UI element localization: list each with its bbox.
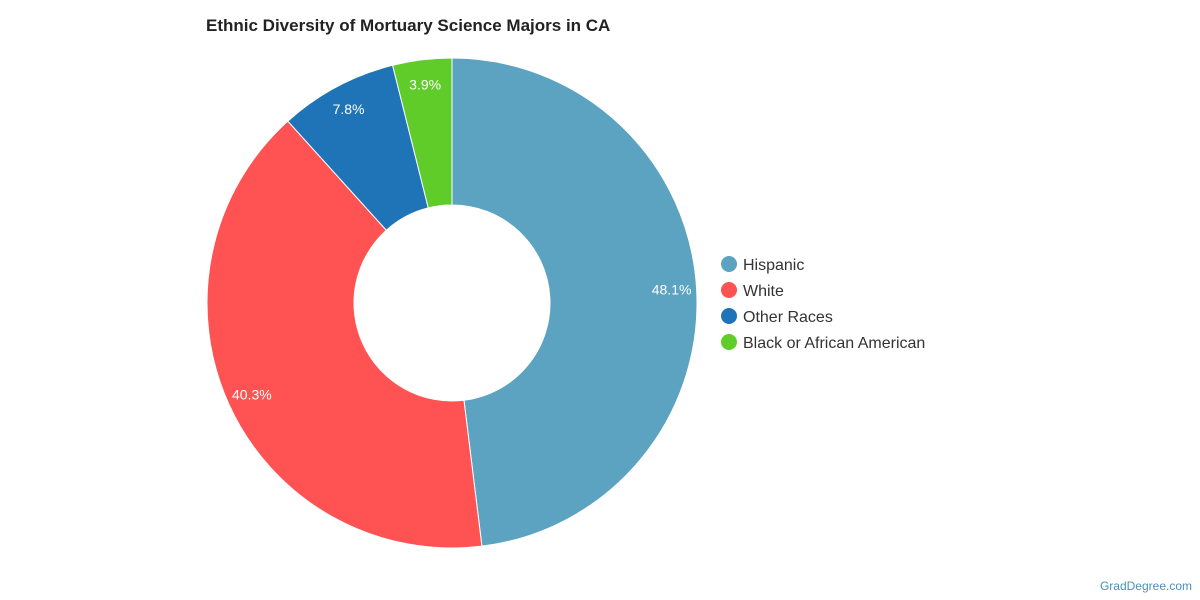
legend-label-white: White	[743, 283, 784, 300]
legend-marker-black-or-african-american	[721, 334, 737, 350]
credit-link[interactable]: GradDegree.com	[1099, 579, 1192, 593]
slice-hispanic[interactable]	[451, 57, 698, 547]
data-label-white: 40.3%	[232, 386, 272, 402]
data-label-hispanic: 48.1%	[652, 282, 692, 298]
legend-label-other-races: Other Races	[743, 309, 833, 326]
chart-title: Ethnic Diversity of Mortuary Science Maj…	[206, 16, 611, 35]
legend-label-hispanic: Hispanic	[743, 257, 804, 274]
data-label-other-races: 7.8%	[333, 101, 365, 117]
legend-item-white[interactable]: White	[721, 282, 784, 300]
donut-slices	[206, 57, 698, 549]
legend-marker-other-races	[721, 308, 737, 324]
slice-white[interactable]	[206, 120, 483, 549]
legend-marker-white	[721, 282, 737, 298]
legend-item-hispanic[interactable]: Hispanic	[721, 256, 804, 274]
legend: Hispanic White Other Races Black or African…	[721, 256, 925, 352]
data-label-black-or-african-american: 3.9%	[409, 77, 441, 93]
slice-black-or-african-american[interactable]	[392, 57, 453, 209]
legend-marker-hispanic	[721, 256, 737, 272]
legend-label-black-or-african-american: Black or African American	[743, 335, 925, 352]
legend-item-black-or-african-american[interactable]: Black or African American	[721, 334, 925, 352]
slice-labels: 48.1% 40.3% 7.8% 3.9%	[232, 77, 691, 403]
legend-item-other-races[interactable]: Other Races	[721, 308, 833, 326]
